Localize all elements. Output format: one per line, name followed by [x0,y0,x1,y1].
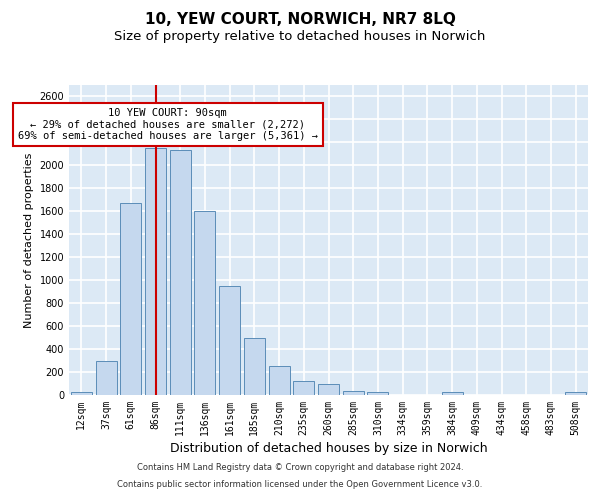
Text: 10 YEW COURT: 90sqm
← 29% of detached houses are smaller (2,272)
69% of semi-det: 10 YEW COURT: 90sqm ← 29% of detached ho… [18,108,318,141]
Bar [95,360,116,395]
Bar [145,148,166,395]
Bar [442,392,463,395]
X-axis label: Distribution of detached houses by size in Norwich: Distribution of detached houses by size … [170,442,487,455]
Bar [194,212,215,395]
Text: Contains HM Land Registry data © Crown copyright and database right 2024.: Contains HM Land Registry data © Crown c… [137,464,463,472]
Bar [244,338,265,395]
Bar [318,384,339,395]
Text: Contains public sector information licensed under the Open Government Licence v3: Contains public sector information licen… [118,480,482,489]
Bar [293,381,314,395]
Bar [343,391,364,395]
Bar [367,392,388,395]
Bar [219,286,240,395]
Bar [269,366,290,395]
Y-axis label: Number of detached properties: Number of detached properties [24,152,34,328]
Text: 10, YEW COURT, NORWICH, NR7 8LQ: 10, YEW COURT, NORWICH, NR7 8LQ [145,12,455,28]
Text: Size of property relative to detached houses in Norwich: Size of property relative to detached ho… [115,30,485,43]
Bar [120,204,141,395]
Bar [565,392,586,395]
Bar [71,392,92,395]
Bar [170,150,191,395]
